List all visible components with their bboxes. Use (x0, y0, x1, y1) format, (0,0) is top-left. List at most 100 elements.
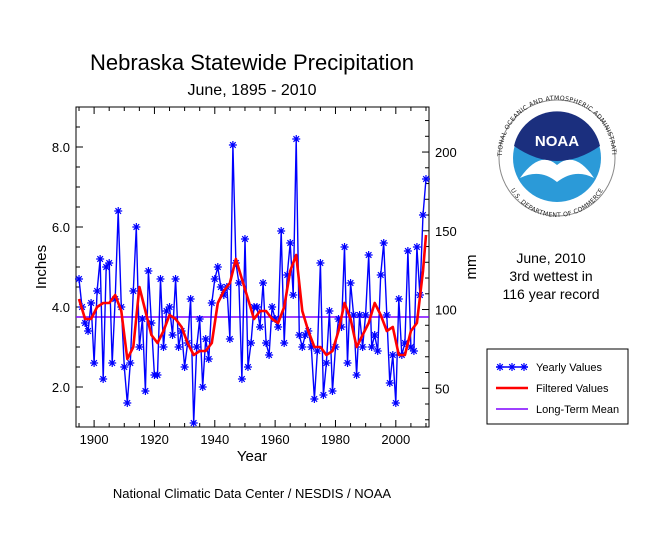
yearly-value-point (370, 331, 379, 339)
yearly-value-point (256, 323, 265, 331)
yearly-value-point (132, 223, 141, 231)
yearly-value-point (277, 227, 286, 235)
yearly-value-point (210, 275, 219, 283)
yearly-value-point (201, 335, 210, 343)
legend-box (486, 348, 629, 425)
yearly-value-point (418, 211, 427, 219)
yearly-value-point (328, 387, 337, 395)
yearly-value-point (367, 343, 376, 351)
yearly-value-point (406, 343, 415, 351)
yearly-value-point (352, 371, 361, 379)
yearly-value-point (216, 283, 225, 291)
yearly-value-point (409, 347, 418, 355)
x-tick-label: 1920 (140, 432, 169, 447)
yearly-value-point (186, 295, 195, 303)
yearly-value-point (171, 275, 180, 283)
yearly-value-point (283, 271, 292, 279)
chart-subtitle: June, 1895 - 2010 (188, 82, 317, 99)
yearly-value-point (340, 243, 349, 251)
filtered-values-series (77, 234, 428, 361)
yearly-value-point (310, 395, 319, 403)
yearly-value-point (382, 311, 391, 319)
filtered-values-line (77, 234, 428, 361)
legend: Yearly Values Filtered Values Long-Term Me… (486, 348, 629, 425)
yearly-value-point (385, 379, 394, 387)
y-axis-label: Inches (33, 245, 50, 289)
yearly-value-point (388, 351, 397, 359)
yearly-value-point (234, 279, 243, 287)
y-tick-label: 2.0 (52, 380, 70, 395)
noaa-logo: NATIONAL OCEANIC AND ATMOSPHERIC ADMINIS… (0, 0, 617, 219)
yearly-value-point (90, 359, 99, 367)
y2-tick-label: 150 (435, 224, 457, 239)
yearly-value-point (301, 331, 310, 339)
yearly-value-point (325, 307, 334, 315)
yearly-value-point (135, 343, 144, 351)
yearly-value-point (147, 319, 156, 327)
yearly-value-point (195, 315, 204, 323)
yearly-value-point (240, 235, 249, 243)
yearly-value-point (403, 247, 412, 255)
yearly-value-point (379, 239, 388, 247)
yearly-value-point (105, 259, 114, 267)
x-tick-label: 1900 (80, 432, 109, 447)
yearly-value-point (346, 279, 355, 287)
yearly-value-point (141, 387, 150, 395)
yearly-value-point (198, 383, 207, 391)
yearly-value-point (262, 339, 271, 347)
yearly-value-point (168, 331, 177, 339)
yearly-value-point (180, 363, 189, 371)
yearly-value-point (117, 303, 126, 311)
yearly-value-point (126, 359, 135, 367)
yearly-value-point (421, 175, 430, 183)
yearly-value-point (373, 347, 382, 355)
legend-marker (508, 363, 516, 371)
y2-tick-label: 200 (435, 145, 457, 160)
yearly-value-point (153, 371, 162, 379)
yearly-value-point (225, 335, 234, 343)
yearly-value-point (274, 323, 283, 331)
yearly-value-point (243, 363, 252, 371)
y2-axis-label: mm (463, 255, 480, 280)
yearly-value-point (87, 299, 96, 307)
yearly-value-point (174, 343, 183, 351)
yearly-value-point (129, 287, 138, 295)
legend-marker (520, 363, 528, 371)
y2-axis-ticks: 50 100 150 200 (422, 120, 457, 421)
legend-label: Long-Term Mean (536, 404, 619, 416)
yearly-value-point (268, 303, 277, 311)
yearly-value-point (144, 267, 153, 275)
yearly-value-point (81, 319, 90, 327)
yearly-value-point (156, 275, 165, 283)
yearly-value-point (165, 303, 174, 311)
yearly-value-point (307, 343, 316, 351)
x-tick-label: 1980 (321, 432, 350, 447)
yearly-value-point (96, 255, 105, 263)
chart-title: Nebraska Statewide Precipitation (90, 50, 414, 75)
yearly-value-point (289, 291, 298, 299)
yearly-value-point (400, 339, 409, 347)
yearly-value-point (177, 327, 186, 335)
y-axis-ticks: 2.0 4.0 6.0 8.0 (52, 106, 83, 428)
yearly-value-point (192, 343, 201, 351)
y2-tick-label: 100 (435, 303, 457, 318)
note-line-1: June, 2010 (516, 250, 585, 266)
yearly-value-point (159, 343, 168, 351)
yearly-value-point (331, 343, 340, 351)
yearly-value-point (84, 327, 93, 335)
yearly-value-point (75, 275, 84, 283)
yearly-value-point (138, 315, 147, 323)
logo-text: NOAA (535, 133, 579, 150)
yearly-value-point (349, 311, 358, 319)
legend-label: Filtered Values (536, 383, 609, 395)
yearly-value-point (295, 331, 304, 339)
yearly-value-point (108, 359, 117, 367)
yearly-value-point (376, 271, 385, 279)
yearly-values-line (78, 138, 427, 424)
legend-label: Yearly Values (536, 362, 603, 374)
yearly-value-point (322, 359, 331, 367)
x-tick-label: 1960 (261, 432, 290, 447)
yearly-value-point (246, 339, 255, 347)
yearly-value-point (99, 375, 108, 383)
